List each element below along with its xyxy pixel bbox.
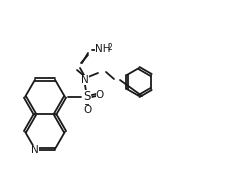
Text: NH: NH	[95, 44, 111, 54]
Text: O: O	[96, 90, 104, 100]
Text: N: N	[81, 75, 89, 85]
Text: N: N	[31, 145, 39, 155]
Text: S: S	[83, 90, 91, 103]
Text: O: O	[83, 105, 91, 115]
Text: 2: 2	[108, 43, 112, 51]
